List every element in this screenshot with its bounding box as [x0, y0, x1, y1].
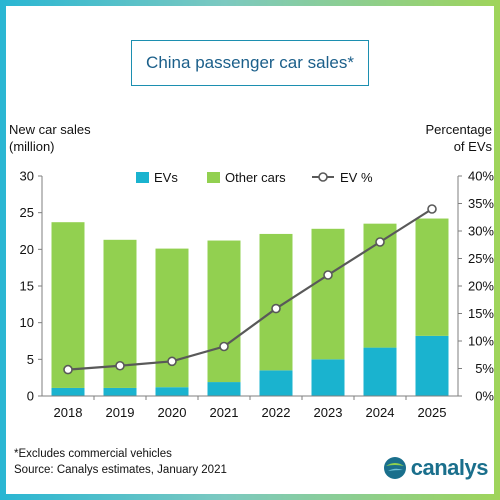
- legend-marker-ev-percent: [318, 172, 328, 182]
- bar-other-cars-2023: [311, 228, 345, 360]
- legend-label-other-cars: Other cars: [225, 170, 286, 185]
- y-left-tick-label: 0: [27, 389, 34, 404]
- y-left-axis-title: New car sales (million): [9, 121, 119, 155]
- x-tick-label: 2020: [158, 405, 187, 420]
- y-right-tick-label: 40%: [468, 169, 494, 184]
- chart-title-text: China passenger car sales*: [146, 53, 354, 72]
- x-tick-label: 2019: [106, 405, 135, 420]
- x-tick-label: 2021: [210, 405, 239, 420]
- y-right-tick-label: 5%: [475, 361, 494, 376]
- bar-evs-2021: [207, 382, 241, 396]
- y-right-tick-label: 35%: [468, 196, 494, 211]
- ev-percent-point-2021: [219, 341, 229, 352]
- line-layer: [63, 204, 437, 375]
- y-left-axis-title-line2: (million): [9, 139, 55, 154]
- y-right-tick-label: 10%: [468, 334, 494, 349]
- ev-percent-point-2024: [375, 237, 385, 247]
- y-right-tick-label: 20%: [468, 279, 494, 294]
- bar-evs-2019: [103, 387, 137, 396]
- footnote: *Excludes commercial vehicles: [14, 448, 172, 460]
- logo-text: canalys: [410, 455, 489, 480]
- y-right-axis-title: Percentage of EVs: [392, 121, 493, 155]
- x-tick-label: 2023: [314, 405, 343, 420]
- bar-evs-2025: [415, 335, 449, 396]
- bar-evs-2024: [363, 347, 397, 396]
- bars-layer: [51, 218, 449, 396]
- y-left-tick-label: 5: [27, 352, 34, 367]
- legend-swatch-evs: [136, 172, 149, 183]
- source-note: Source: Canalys estimates, January 2021: [14, 464, 227, 476]
- ev-percent-point-2022: [271, 303, 281, 314]
- y-left-tick-label: 30: [20, 169, 34, 184]
- bar-evs-2022: [259, 370, 293, 396]
- y-left-axis-title-line1: New car sales: [9, 122, 91, 137]
- bar-evs-2020: [155, 387, 189, 396]
- y-right-axis-title-line1: Percentage: [425, 122, 493, 137]
- bar-other-cars-2020: [155, 248, 189, 388]
- y-left-tick-label: 20: [20, 242, 34, 257]
- bar-evs-2023: [311, 359, 345, 396]
- y-right-axis-title-line2: of EVs: [453, 139, 492, 154]
- chart-panel: [6, 6, 494, 494]
- legend: EVs Other cars EV %: [136, 170, 373, 185]
- x-tick-label: 2025: [418, 405, 447, 420]
- legend-label-evs: EVs: [154, 170, 178, 185]
- y-right-tick-label: 15%: [468, 306, 494, 321]
- y-right-tick-label: 25%: [468, 251, 494, 266]
- bar-other-cars-2025: [415, 218, 449, 336]
- y-right-tick-label: 30%: [468, 224, 494, 239]
- ev-percent-line: [67, 208, 433, 371]
- canalys-logo: canalys: [383, 454, 489, 482]
- y-left-tick-label: 10: [20, 315, 34, 330]
- axes-layer: 0510152025300%5%10%15%20%25%30%35%40%201…: [20, 169, 495, 421]
- ev-percent-point-2018: [63, 364, 73, 375]
- chart-title: China passenger car sales*: [131, 40, 369, 86]
- x-tick-label: 2022: [262, 405, 291, 420]
- y-left-tick-label: 15: [20, 279, 34, 294]
- globe-icon: [383, 457, 406, 479]
- x-tick-label: 2018: [54, 405, 83, 420]
- bar-other-cars-2021: [207, 240, 241, 383]
- ev-percent-point-2020: [167, 356, 177, 367]
- ev-percent-point-2019: [115, 360, 125, 371]
- ev-percent-point-2023: [323, 270, 333, 280]
- x-tick-label: 2024: [366, 405, 395, 420]
- bar-evs-2018: [51, 387, 85, 396]
- legend-swatch-other-cars: [207, 172, 220, 183]
- legend-label-ev-percent: EV %: [340, 170, 373, 185]
- bar-other-cars-2018: [51, 222, 85, 388]
- y-left-tick-label: 25: [20, 205, 34, 220]
- ev-percent-point-2025: [427, 204, 437, 214]
- y-right-tick-label: 0%: [475, 389, 494, 404]
